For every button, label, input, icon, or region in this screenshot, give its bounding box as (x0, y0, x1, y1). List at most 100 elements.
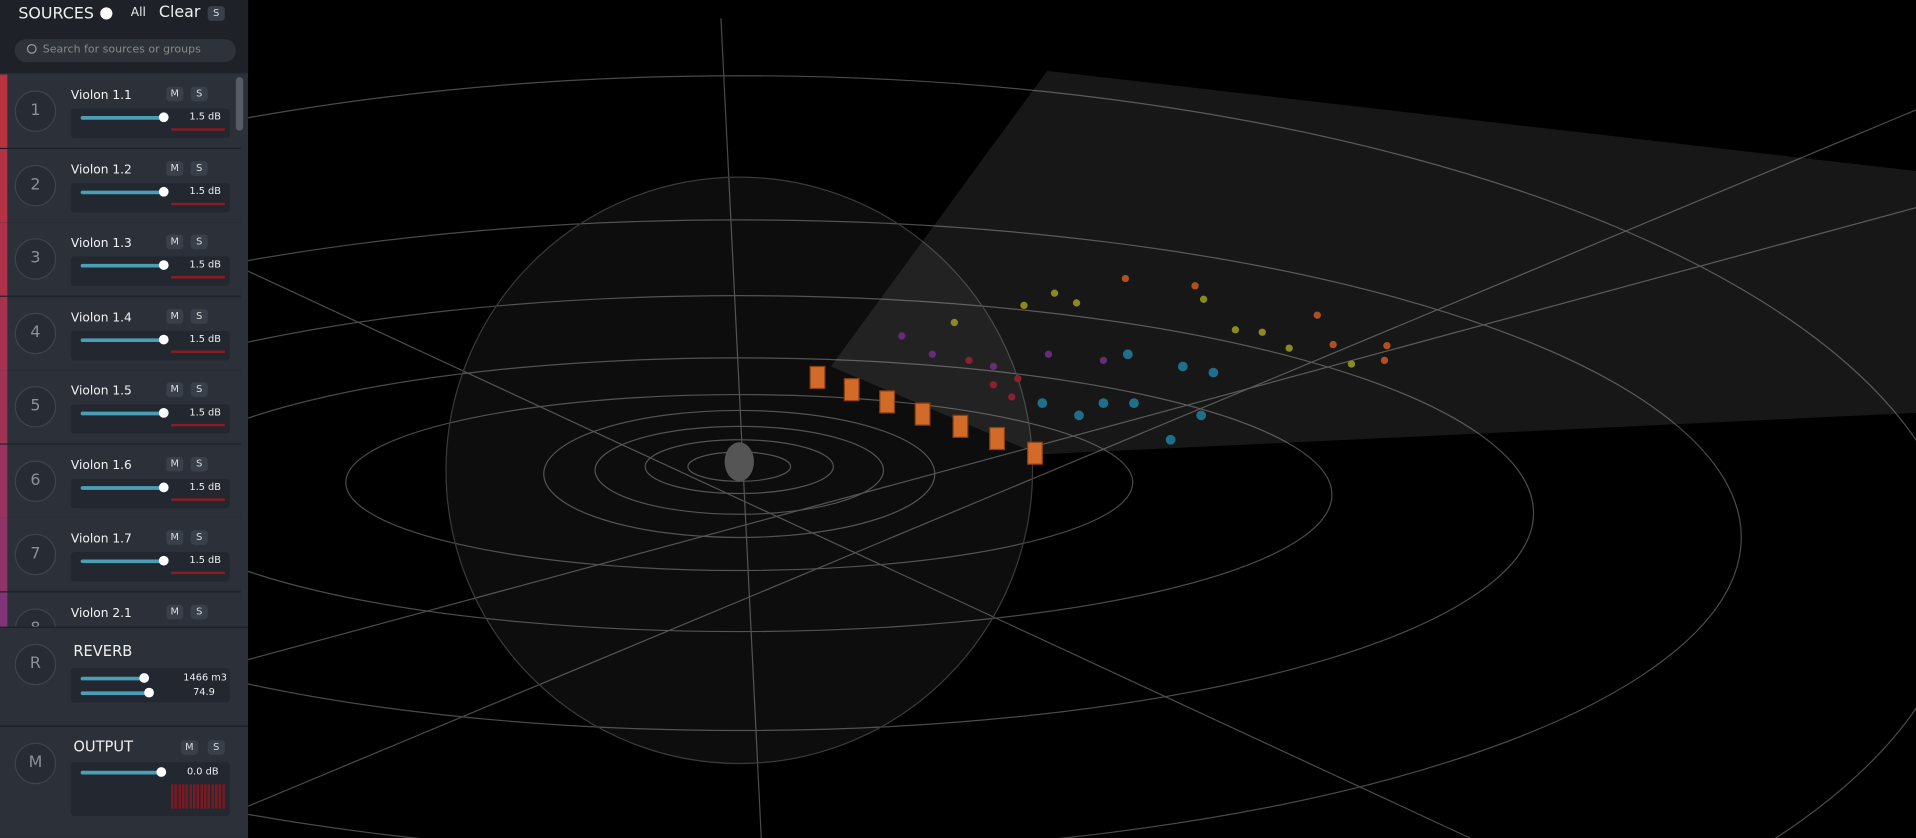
header: SOURCES All Clear S Search for sources o… (0, 0, 249, 74)
gain-value: 1.5 dB (189, 554, 221, 566)
level-meter (171, 276, 225, 279)
mute-button[interactable]: M (166, 86, 184, 102)
source-row[interactable]: 2 Violon 1.2 M S 1.5 dB (0, 148, 241, 223)
solo-button[interactable]: S (190, 456, 208, 471)
level-slider[interactable] (144, 687, 154, 698)
search-box[interactable]: Search for sources or groups (14, 39, 236, 63)
gain-track (80, 116, 164, 120)
solo-button[interactable]: S (190, 530, 208, 545)
gain-slider[interactable] (158, 186, 169, 197)
gain-value: 1.5 dB (189, 185, 221, 197)
gain-value: 1.5 dB (189, 258, 221, 270)
solo-button[interactable]: S (207, 6, 225, 21)
level-meter (171, 202, 225, 205)
mute-button[interactable]: M (166, 382, 184, 398)
search-icon (26, 43, 37, 54)
output-title: OUTPUT (73, 737, 134, 755)
reverb-controls: 1466 m3 74.9 (70, 668, 230, 703)
output-controls: 0.0 dB (70, 762, 230, 817)
color-bar (0, 370, 8, 444)
scrollbar[interactable] (235, 76, 244, 131)
solo-button[interactable]: S (190, 86, 208, 102)
source-number: 1 (14, 90, 57, 132)
solo-button[interactable]: S (190, 160, 208, 176)
search-placeholder: Search for sources or groups (42, 43, 201, 57)
source-row[interactable]: 3 Violon 1.3 M S 1.5 dB (0, 222, 241, 297)
mute-button[interactable]: M (166, 456, 184, 471)
gain-slider[interactable] (158, 112, 169, 123)
level-meter (171, 128, 225, 131)
gain-track (80, 559, 164, 564)
reverb-badge: R (14, 643, 57, 686)
color-bar (0, 222, 8, 296)
source-name: Violon 2.1 (70, 606, 132, 620)
source-number: 8 (14, 607, 57, 627)
solo-button[interactable]: S (190, 308, 208, 324)
size-slider[interactable] (139, 673, 150, 683)
meter (171, 784, 225, 809)
solo-button[interactable]: S (190, 604, 208, 619)
color-bar (0, 591, 8, 627)
gain-slider[interactable] (158, 555, 169, 566)
source-controls: 1.5 dB (70, 404, 230, 434)
source-number: 4 (14, 312, 57, 354)
gain-slider[interactable] (158, 408, 169, 418)
gain-track (80, 189, 164, 194)
reverb-title: REVERB (73, 642, 133, 660)
gain-track (80, 411, 164, 416)
solo-button[interactable]: S (207, 740, 225, 755)
gain-track (80, 337, 164, 342)
3d-view (248, 18, 1916, 838)
source-row[interactable]: 5 Violon 1.5 M S 1.5 dB (0, 370, 241, 445)
source-row[interactable]: 8 Violon 2.1 MS (0, 591, 241, 627)
source-number: 5 (14, 386, 57, 428)
source-row[interactable]: 4 Violon 1.4 M S 1.5 dB (0, 296, 241, 371)
source-name: Violon 1.1 (70, 89, 132, 103)
gain-track (80, 263, 164, 268)
output-section: M OUTPUT M S 0.0 dB (0, 725, 249, 838)
source-name: Violon 1.6 (70, 458, 132, 473)
gain-value: 1.5 dB (189, 111, 221, 123)
source-row[interactable]: 6 Violon 1.6 M S 1.5 dB (0, 444, 241, 519)
color-bar (0, 148, 8, 222)
reverb-level: 74.9 (193, 686, 215, 698)
all-button[interactable]: All (130, 6, 146, 20)
gain-slider[interactable] (158, 334, 169, 344)
output-gain: 0.0 dB (186, 765, 219, 777)
gain-slider[interactable] (158, 260, 169, 270)
mute-button[interactable]: M (166, 308, 184, 324)
source-name: Violon 1.5 (70, 384, 132, 399)
mute-button[interactable]: M (166, 530, 184, 545)
source-number: 2 (14, 164, 57, 206)
reverb-size: 1466 m3 (183, 671, 228, 683)
source-number: 7 (14, 533, 57, 576)
mute-button[interactable]: M (166, 604, 184, 619)
mute-button[interactable]: M (166, 234, 184, 250)
source-row[interactable]: 7 Violon 1.7 M S 1.5 dB (0, 517, 241, 593)
gain-slider[interactable] (158, 481, 169, 492)
level-meter (171, 349, 225, 353)
gain-value: 1.5 dB (189, 332, 221, 344)
source-name: Violon 1.2 (70, 163, 132, 177)
mute-button[interactable]: M (166, 160, 184, 176)
source-controls (70, 626, 230, 627)
mute-button[interactable]: M (180, 740, 198, 755)
toggle[interactable] (100, 7, 113, 20)
source-row[interactable]: 1 Violon 1.1 M S 1.5 dB (0, 74, 241, 150)
panel-title: SOURCES (18, 4, 95, 24)
gain-value: 1.5 dB (189, 406, 221, 418)
color-bar (0, 74, 8, 148)
source-controls: 1.5 dB (70, 182, 230, 212)
color-bar (0, 517, 8, 592)
solo-button[interactable]: S (190, 382, 208, 398)
gain-value: 1.5 dB (189, 480, 221, 492)
level-meter (171, 571, 225, 575)
clear-button[interactable]: Clear (158, 3, 201, 22)
gain-slider[interactable] (156, 767, 167, 777)
level-meter (171, 423, 225, 427)
solo-button[interactable]: S (190, 234, 208, 250)
source-list: 1 Violon 1.1 M S 1.5 dB 2 Violon 1.2 M S 1.5 dB 3 V… (0, 74, 248, 627)
source-number: 3 (14, 238, 57, 280)
